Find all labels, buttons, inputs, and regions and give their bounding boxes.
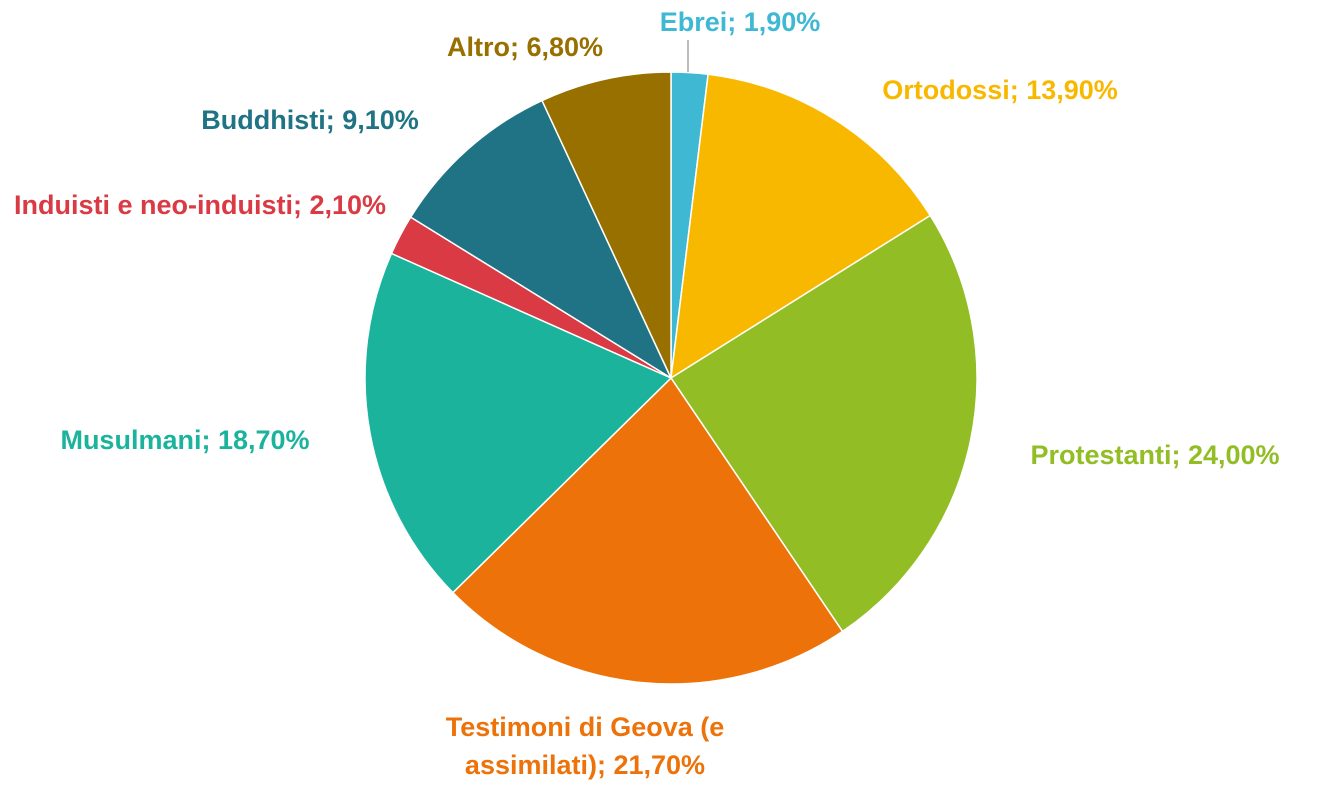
value-label: 2,10% — [309, 190, 387, 220]
separator: ; — [325, 105, 343, 135]
category-name: Ortodossi — [882, 75, 1010, 105]
category-name: Buddhisti — [201, 105, 326, 135]
category-name: Altro — [446, 32, 510, 62]
value-label: 1,90% — [743, 7, 821, 37]
separator: ; — [292, 190, 310, 220]
separator: ; — [1171, 440, 1188, 470]
value-label: 13,90% — [1026, 75, 1118, 105]
value-label: 6,80% — [526, 32, 604, 62]
separator: ; — [727, 7, 744, 37]
data-label: Protestanti; 24,00% — [1030, 436, 1279, 474]
data-label: Testimoni di Geova (e assimilati); 21,70… — [385, 708, 785, 784]
slice — [669, 214, 978, 633]
category-name: Protestanti — [1030, 440, 1172, 470]
data-label: Ebrei; 1,90% — [660, 3, 821, 41]
data-label: Musulmani; 18,70% — [60, 421, 309, 459]
separator: ; — [1009, 75, 1027, 105]
value-label: 18,70% — [217, 425, 310, 455]
category-name: Musulmani — [60, 425, 202, 455]
separator: ; — [201, 425, 218, 455]
value-label: 21,70% — [613, 750, 706, 780]
data-label: Ortodossi; 13,90% — [882, 71, 1118, 109]
data-label: Altro; 6,80% — [447, 28, 603, 66]
separator: ; — [596, 750, 614, 780]
value-label: 9,10% — [342, 105, 419, 135]
data-label: Induisti e neo-induisti; 2,10% — [10, 186, 390, 224]
slice — [409, 99, 673, 380]
category-name: Testimoni di Geova (e assimilati) — [445, 712, 725, 780]
slice — [670, 73, 932, 380]
slice — [364, 252, 673, 594]
separator: ; — [509, 32, 527, 62]
slice — [451, 376, 844, 685]
slice — [541, 71, 672, 379]
category-name: Ebrei — [659, 7, 728, 37]
value-label: 24,00% — [1187, 440, 1280, 470]
data-label: Buddhisti; 9,10% — [201, 101, 419, 139]
category-name: Induisti e neo-induisti — [13, 190, 293, 220]
